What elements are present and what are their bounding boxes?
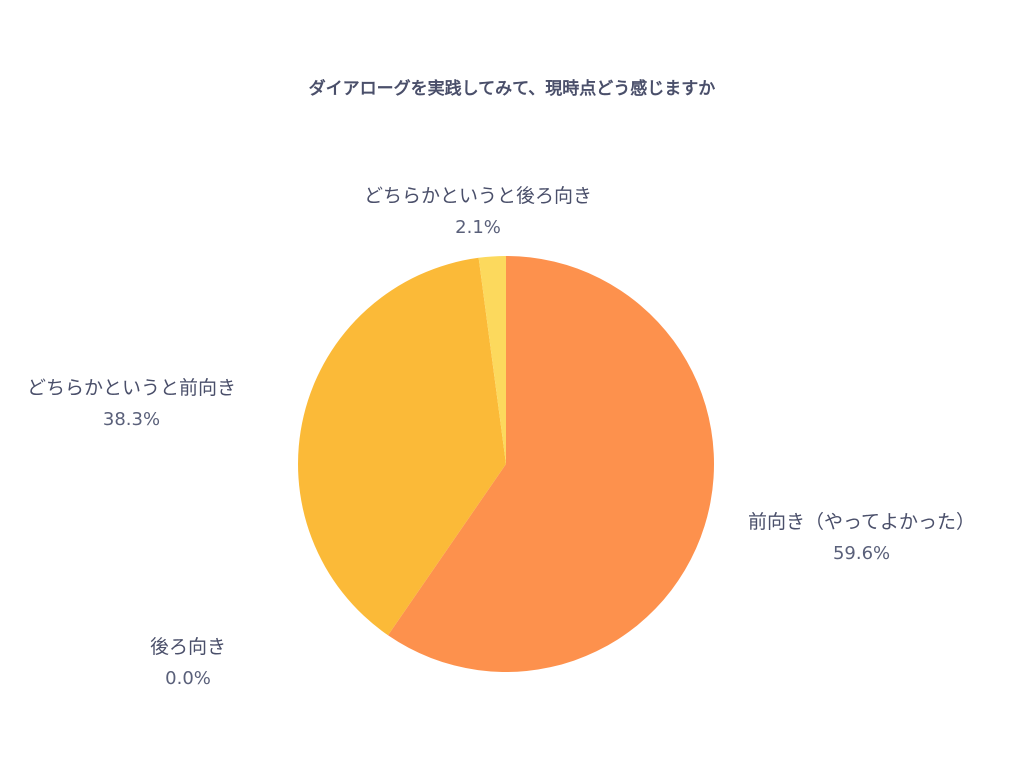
slice-percent: 59.6% xyxy=(832,543,891,564)
slice-percent: 0.0% xyxy=(165,668,211,689)
slice-name: 後ろ向き xyxy=(150,636,227,658)
slice-name: どちらかというと前向き xyxy=(27,377,237,399)
chart-title: ダイアローグを実践してみて、現時点どう感じますか xyxy=(308,79,716,99)
slice-label-somewhat-negative: どちらかというと後ろ向き 2.1% xyxy=(364,180,592,244)
slice-percent: 2.1% xyxy=(455,217,501,238)
pie-slices xyxy=(298,256,715,673)
slice-label-negative: 後ろ向き 0.0% xyxy=(150,631,226,695)
pie-slice-3 xyxy=(478,256,506,464)
pie-slice-0 xyxy=(388,256,715,673)
slice-percent: 38.3% xyxy=(102,409,161,430)
slice-name: 前向き（やってよかった） xyxy=(748,511,976,533)
slice-label-positive: 前向き（やってよかった） 59.6% xyxy=(748,506,975,570)
slice-name: どちらかというと後ろ向き xyxy=(364,185,593,207)
slice-label-somewhat-positive: どちらかというと前向き 38.3% xyxy=(27,372,236,436)
pie-slice-2 xyxy=(298,257,506,636)
